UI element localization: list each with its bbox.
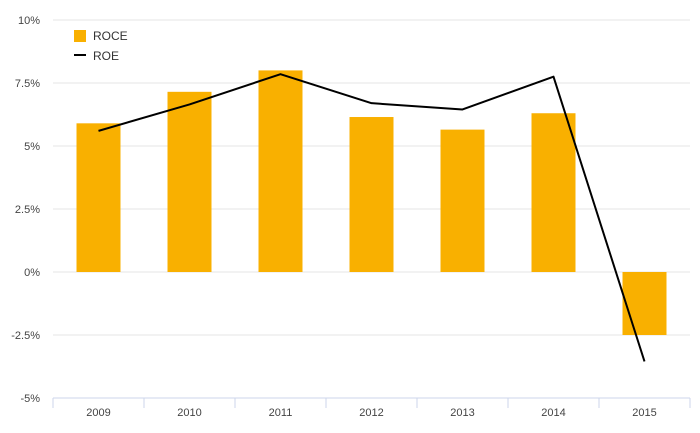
x-tick-label: 2015: [632, 407, 656, 419]
roce-bar: [440, 129, 485, 272]
x-tick-label: 2014: [541, 407, 565, 419]
roce-bar: [531, 113, 576, 273]
bar-layer: [76, 70, 667, 335]
x-tick-label: 2009: [86, 407, 110, 419]
legend: ROCE ROE: [74, 29, 128, 63]
roce-bar: [258, 70, 303, 273]
line-layer: [98, 73, 646, 362]
roce-bar: [349, 117, 394, 273]
y-tick-label: 2.5%: [15, 204, 40, 216]
y-tick-label: -2.5%: [11, 330, 40, 342]
y-tick-label: 0%: [24, 267, 40, 279]
roce-bar: [76, 123, 121, 272]
legend-roce-label: ROCE: [93, 29, 128, 43]
roce-bar: [622, 272, 667, 335]
x-tick-label: 2012: [359, 407, 383, 419]
y-tick-label: 5%: [24, 141, 40, 153]
axis-layer: 10% 7.5% 5% 2.5% 0% -2.5% -5% 2009 2010 2011 2012 2…: [11, 15, 691, 419]
roce-bar: [167, 91, 212, 272]
x-tick-label: 2011: [269, 407, 293, 419]
legend-roe-label: ROE: [93, 49, 119, 63]
x-tick-label: 2013: [450, 407, 474, 419]
y-tick-label: 7.5%: [15, 78, 40, 90]
y-tick-label: -5%: [20, 393, 40, 405]
x-tick-label: 2010: [177, 407, 201, 419]
legend-roce-swatch: [74, 30, 86, 42]
y-tick-label: 10%: [18, 15, 40, 27]
